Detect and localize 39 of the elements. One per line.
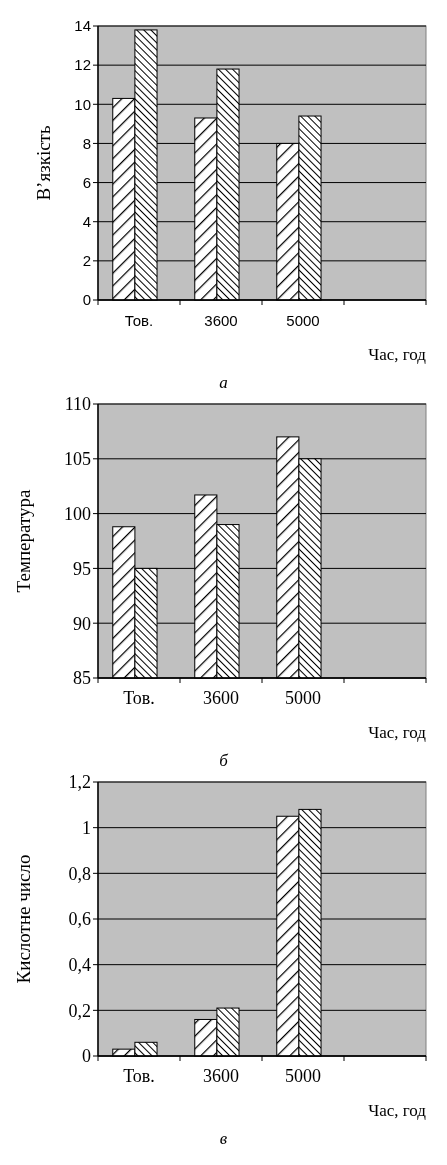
x-axis-title: Час, год (368, 723, 427, 742)
x-axis-title: Час, год (368, 1101, 427, 1120)
x-tick-label: 3600 (203, 688, 239, 708)
x-tick-label: 5000 (286, 312, 320, 329)
y-tick-label: 0 (82, 291, 91, 309)
y-tick-label: 2 (82, 252, 91, 270)
y-tick-label: 110 (64, 394, 91, 415)
y-tick-label: 0,8 (68, 863, 91, 884)
y-axis-title: Температура (13, 489, 34, 593)
y-tick-label: 14 (74, 17, 91, 35)
x-tick-label: 3600 (203, 1066, 239, 1086)
y-tick-label: 100 (64, 503, 91, 524)
y-tick-label: 0,6 (68, 909, 91, 930)
text: а (219, 372, 228, 392)
y-tick-label: 90 (73, 613, 91, 634)
x-tick-label: 5000 (285, 1066, 321, 1086)
text: б (219, 750, 229, 770)
x-tick-label: Тов. (124, 312, 154, 329)
y-tick-label: 85 (73, 668, 91, 689)
y-tick-label: 8 (82, 134, 91, 152)
y-tick-label: 12 (74, 56, 91, 74)
y-tick-label: 10 (74, 95, 91, 113)
x-tick-label: Тов. (123, 1066, 155, 1086)
y-axis-title: В’язкість (33, 125, 54, 201)
x-tick-label: 3600 (204, 312, 238, 329)
y-tick-label: 4 (82, 212, 91, 230)
x-tick-label: Тов. (123, 688, 155, 708)
y-tick-label: 0,2 (68, 1000, 91, 1021)
y-tick-label: 6 (82, 173, 91, 191)
y-tick-label: 1,2 (68, 772, 91, 793)
y-tick-label: 0 (82, 1046, 91, 1067)
y-tick-label: 95 (73, 558, 91, 579)
y-tick-label: 1 (82, 817, 91, 838)
text: в (219, 1128, 228, 1148)
y-tick-label: 0,4 (68, 954, 91, 975)
x-axis-title: Час, год (368, 345, 427, 364)
y-tick-label: 105 (64, 449, 91, 470)
x-tick-label: 5000 (285, 688, 321, 708)
y-axis-title: Кислотне число (13, 854, 34, 984)
